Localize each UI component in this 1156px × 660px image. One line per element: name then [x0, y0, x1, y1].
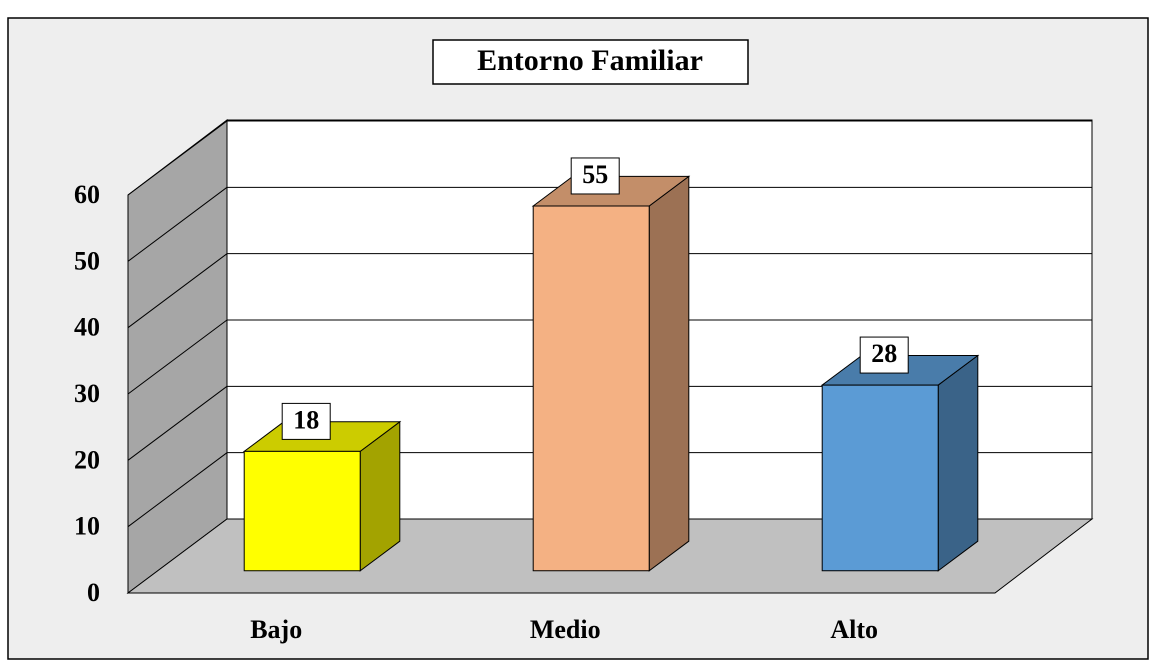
- y-tick-label: 60: [74, 180, 100, 209]
- value-label: 18: [293, 405, 319, 434]
- bar-front: [243, 450, 361, 572]
- x-tick-label: Alto: [830, 615, 878, 644]
- y-tick-label: 20: [74, 445, 100, 474]
- chart-title: Entorno Familiar: [477, 44, 703, 77]
- grid-line: [127, 385, 228, 461]
- x-tick-label: Medio: [530, 615, 601, 644]
- y-tick-label: 0: [87, 578, 100, 607]
- y-tick-label: 30: [74, 379, 100, 408]
- value-label-box: [570, 157, 620, 195]
- y-tick-label: 10: [74, 512, 100, 541]
- value-label: 28: [871, 339, 897, 368]
- bar-front: [821, 384, 939, 572]
- bar: [242, 420, 402, 572]
- x-tick-label: Bajo: [250, 615, 302, 644]
- value-label-box: [859, 336, 909, 374]
- grid-line: [127, 319, 228, 395]
- title-box: [432, 39, 749, 85]
- bar-side: [648, 175, 690, 572]
- grid-line: [127, 120, 228, 196]
- y-tick-label: 50: [74, 246, 100, 275]
- bar: [531, 175, 691, 572]
- grid-line: [127, 253, 228, 329]
- value-label-box: [281, 402, 331, 440]
- bar: [820, 354, 980, 572]
- bar-side: [937, 354, 979, 572]
- bar-front: [532, 205, 650, 572]
- grid-line: [127, 186, 228, 262]
- grid-line: [127, 452, 228, 528]
- value-label: 55: [582, 160, 608, 189]
- y-tick-label: 40: [74, 313, 100, 342]
